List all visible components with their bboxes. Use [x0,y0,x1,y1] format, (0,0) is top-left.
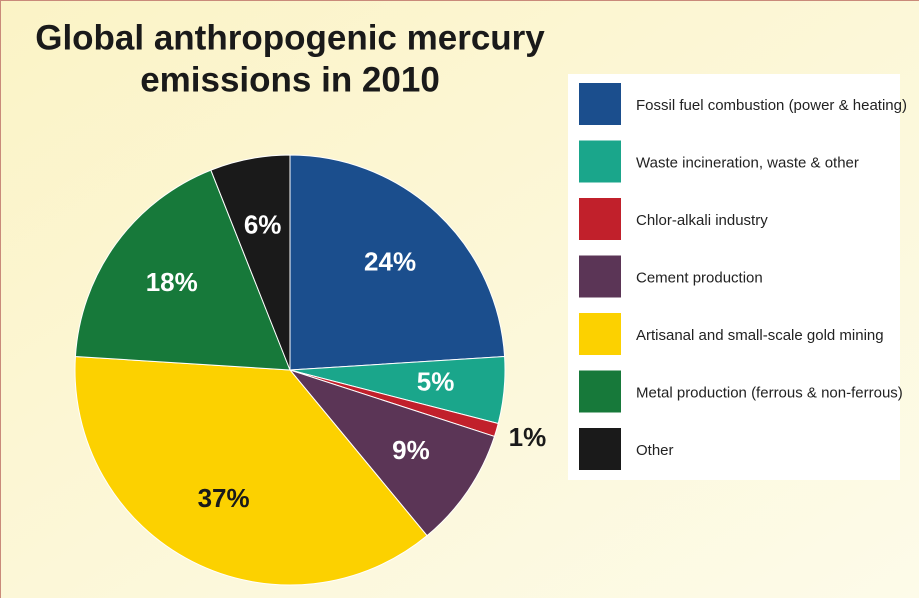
slice-label: 24% [364,246,416,276]
chart-title: emissions in 2010 [140,60,440,99]
legend-swatch [577,138,623,185]
legend-label: Chlor-alkali industry [636,212,768,229]
legend-label: Fossil fuel combustion (power & heating) [636,97,907,114]
pie-slice [289,154,506,371]
slice-label: 1% [509,422,547,452]
legend-label: Artisanal and small-scale gold mining [636,327,884,344]
slice-label: 18% [146,267,198,297]
pie-slice [74,169,291,371]
slice-label: 5% [417,367,455,397]
pie-slice [288,368,496,537]
slice-label: 37% [198,483,250,513]
chart-title: Global anthropogenic mercury [35,18,545,57]
pie-slice [74,355,428,586]
legend-swatch [577,196,623,242]
legend-label: Waste incineration, waste & other [636,154,859,171]
legend-swatch [577,426,623,472]
legend-swatch [577,81,623,127]
slice-label: 6% [244,209,282,239]
legend-swatch [577,253,623,300]
slice-label: 9% [392,435,430,465]
legend-label: Cement production [636,269,763,286]
legend-panel [568,74,900,480]
pie-slice [210,154,291,371]
legend-label: Metal production (ferrous & non-ferrous) [636,384,903,401]
legend-swatch [577,368,623,415]
legend-swatch [577,311,623,357]
legend-label: Other [636,442,674,459]
